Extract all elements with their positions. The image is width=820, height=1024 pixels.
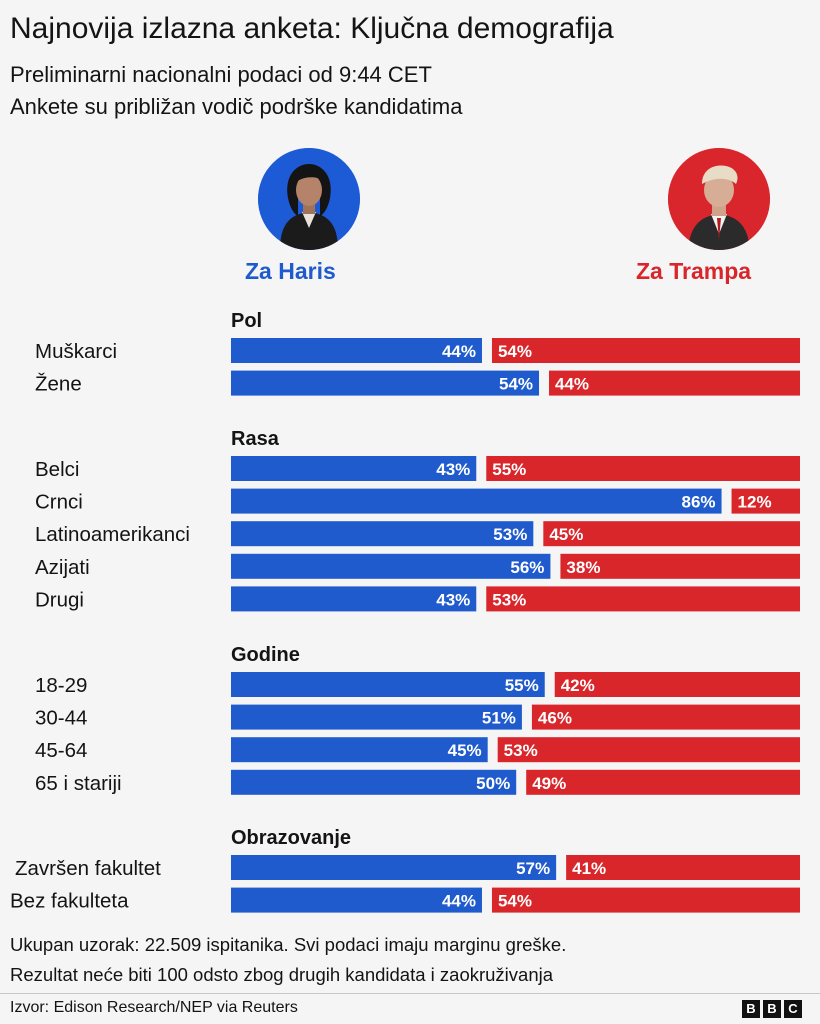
trump-bar <box>531 704 800 730</box>
trump-value-label: 45% <box>549 525 583 544</box>
group-heading: Obrazovanje <box>231 827 351 849</box>
bbc-logo: B B C <box>742 1000 802 1018</box>
trump-bar <box>491 887 800 913</box>
trump-value-label: 42% <box>561 676 595 695</box>
row-label: 65 i stariji <box>35 772 122 795</box>
trump-bar <box>486 586 800 612</box>
trump-value-label: 44% <box>555 375 589 394</box>
trump-value-label: 53% <box>492 590 526 609</box>
harris-value-label: 51% <box>482 709 516 728</box>
harris-bar <box>231 521 534 547</box>
footnote-sample: Ukupan uzorak: 22.509 ispitanika. Svi po… <box>10 934 567 955</box>
trump-value-label: 55% <box>492 460 526 479</box>
legend-trump: Za Trampa <box>636 258 752 284</box>
trump-bar <box>560 553 800 579</box>
trump-value-label: 54% <box>498 892 532 911</box>
harris-bar <box>231 456 477 481</box>
harris-bar <box>231 887 482 913</box>
harris-bar <box>231 488 722 514</box>
group-heading: Rasa <box>231 428 280 450</box>
bbc-logo-letter: C <box>784 1000 802 1018</box>
harris-value-label: 53% <box>493 525 527 544</box>
row-label: Žene <box>35 373 82 396</box>
source-credit: Izvor: Edison Research/NEP via Reuters <box>10 999 298 1016</box>
harris-value-label: 44% <box>442 342 476 361</box>
trump-value-label: 38% <box>566 558 600 577</box>
trump-value-label: 53% <box>504 741 538 760</box>
group-heading: Pol <box>231 310 262 332</box>
trump-value-label: 41% <box>572 859 606 878</box>
row-label: 18-29 <box>35 674 87 697</box>
harris-bar <box>231 769 517 795</box>
harris-bar <box>231 553 551 579</box>
row-label: Muškarci <box>35 340 117 363</box>
subtitle-timestamp: Preliminarni nacionalni podaci od 9:44 C… <box>10 62 432 87</box>
harris-value-label: 56% <box>510 558 544 577</box>
trump-bar <box>554 672 800 697</box>
trump-portrait-icon <box>668 148 770 250</box>
row-label: Crnci <box>35 491 83 514</box>
trump-bar <box>491 338 800 363</box>
footnote-rounding: Rezultat neće biti 100 odsto zbog drugih… <box>10 964 554 985</box>
harris-bar <box>231 855 557 880</box>
trump-bar <box>543 521 800 547</box>
trump-bar <box>549 370 800 396</box>
page-title: Najnovija izlazna anketa: Ključna demogr… <box>10 12 614 45</box>
trump-bar <box>566 855 800 880</box>
row-label: Belci <box>35 458 79 481</box>
harris-bar <box>231 586 477 612</box>
row-label: Drugi <box>35 588 84 611</box>
harris-value-label: 86% <box>682 493 716 512</box>
row-label: Završen fakultet <box>15 857 161 880</box>
trump-bar <box>731 488 800 514</box>
legend-harris: Za Haris <box>245 258 336 284</box>
harris-portrait-icon <box>258 148 360 250</box>
trump-bar <box>526 769 800 795</box>
subtitle-note: Ankete su približan vodič podrške kandid… <box>10 94 463 119</box>
trump-value-label: 12% <box>738 493 772 512</box>
harris-value-label: 43% <box>436 460 470 479</box>
harris-value-label: 50% <box>476 774 510 793</box>
row-label: Latinoamerikanci <box>35 523 190 546</box>
harris-bar <box>231 370 540 396</box>
trump-value-label: 54% <box>498 342 532 361</box>
bbc-logo-letter: B <box>763 1000 781 1018</box>
trump-bar <box>486 456 800 481</box>
row-label: 45-64 <box>35 739 87 762</box>
footer-divider <box>0 993 820 994</box>
harris-bar <box>231 338 482 363</box>
group-heading: Godine <box>231 644 300 666</box>
harris-value-label: 55% <box>505 676 539 695</box>
trump-bar <box>497 737 800 763</box>
harris-value-label: 45% <box>448 741 482 760</box>
row-label: Bez fakulteta <box>10 890 129 913</box>
bbc-logo-letter: B <box>742 1000 760 1018</box>
trump-value-label: 46% <box>538 709 572 728</box>
harris-value-label: 44% <box>442 892 476 911</box>
harris-bar <box>231 704 522 730</box>
harris-value-label: 43% <box>436 590 470 609</box>
harris-value-label: 57% <box>516 859 550 878</box>
harris-bar <box>231 737 488 763</box>
row-label: Azijati <box>35 556 90 579</box>
harris-value-label: 54% <box>499 375 533 394</box>
harris-bar <box>231 672 545 697</box>
trump-value-label: 49% <box>532 774 566 793</box>
row-label: 30-44 <box>35 707 87 730</box>
